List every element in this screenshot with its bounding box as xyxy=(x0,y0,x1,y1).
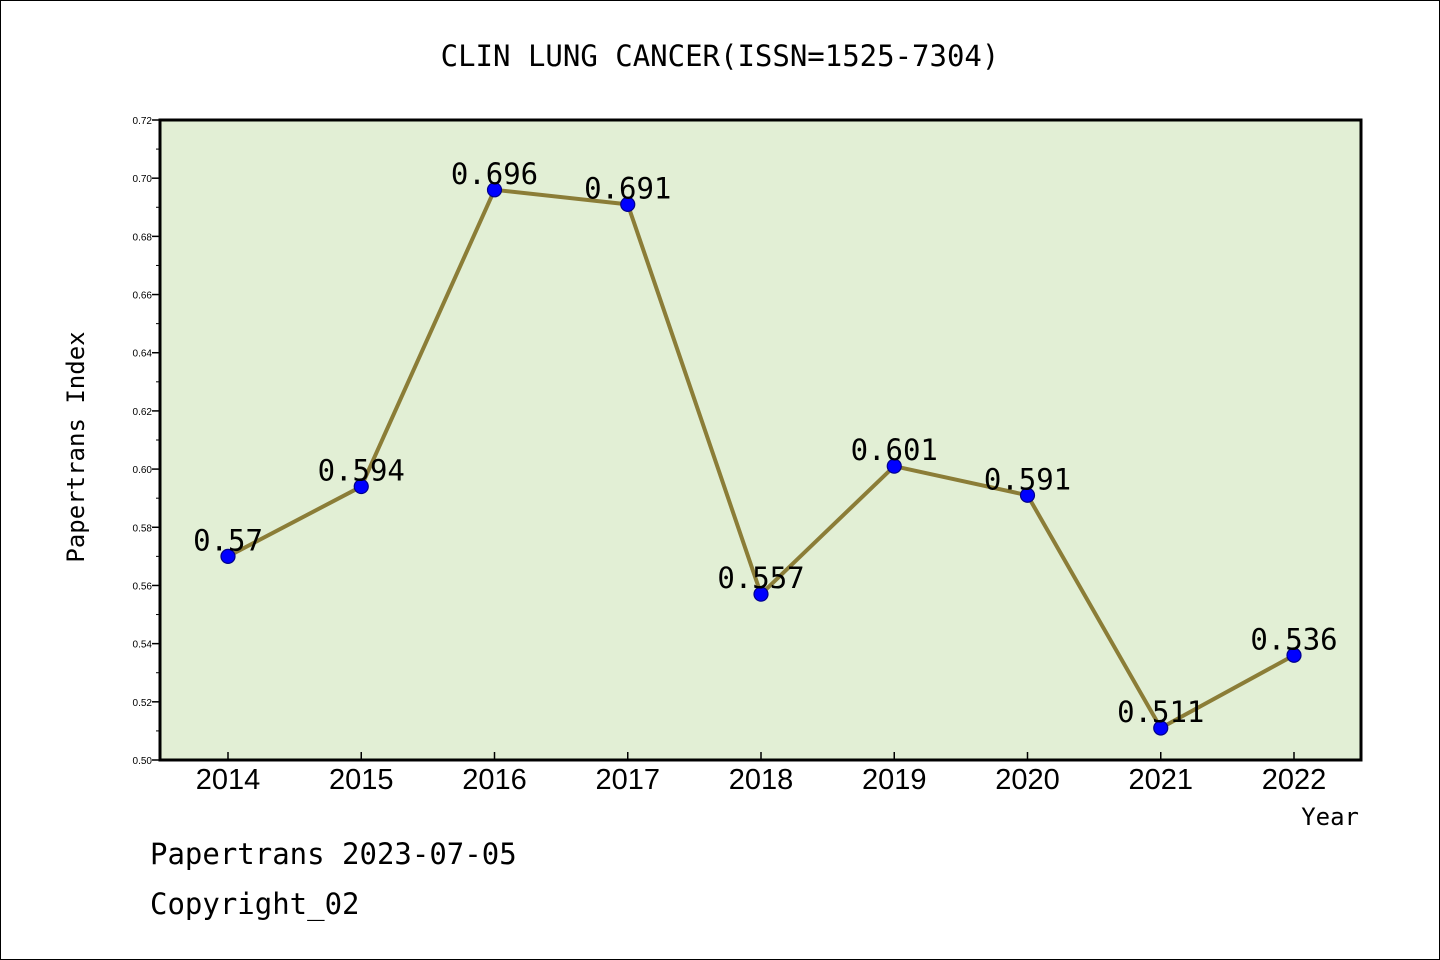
x-tick-label: 2019 xyxy=(862,764,927,796)
data-point xyxy=(486,182,503,198)
data-point xyxy=(353,478,369,495)
x-axis-label: Year xyxy=(1301,803,1359,831)
chart-title: CLIN LUNG CANCER(ISSN=1525-7304) xyxy=(441,39,1000,73)
y-tick-label: 0.58 xyxy=(133,523,153,534)
y-tick-label: 0.64 xyxy=(133,349,153,360)
data-label: 0.557 xyxy=(717,561,804,595)
data-label: 0.601 xyxy=(851,433,938,467)
x-tick-label: 2020 xyxy=(995,764,1060,796)
footer-date: Papertrans 2023-07-05 xyxy=(150,837,517,871)
data-point xyxy=(1286,647,1302,663)
y-tick-label: 0.72 xyxy=(133,116,153,127)
y-tick-label: 0.50 xyxy=(133,756,153,767)
x-tick-label: 2014 xyxy=(196,764,261,796)
y-tick-label: 0.66 xyxy=(133,291,153,302)
x-tick-label: 2021 xyxy=(1128,764,1193,796)
footer-copyright: Copyright_02 xyxy=(150,887,360,922)
data-point xyxy=(886,458,902,474)
x-tick-label: 2018 xyxy=(729,764,794,796)
y-tick-label: 0.52 xyxy=(133,698,153,709)
plot-area xyxy=(160,120,1361,760)
data-labels: 0.57 0.594 0.696 0.691 0.557 0.601 0.591 0.511 0… xyxy=(193,157,1338,729)
x-tick-label: 2016 xyxy=(462,764,527,796)
y-tick-label: 0.54 xyxy=(133,640,153,651)
y-tick-label: 0.60 xyxy=(133,465,153,476)
data-label: 0.691 xyxy=(584,171,671,205)
x-tick-label: 2017 xyxy=(595,764,660,796)
plot-border xyxy=(158,118,1363,762)
data-point xyxy=(620,196,636,212)
data-label: 0.536 xyxy=(1250,622,1337,656)
y-tick-label: 0.62 xyxy=(133,407,153,418)
y-axis-label: Papertrans Index xyxy=(62,331,90,562)
data-point xyxy=(220,548,236,564)
x-tick-label: 2022 xyxy=(1262,764,1327,796)
data-label: 0.57 xyxy=(193,523,263,557)
x-axis-ticks: 2014 2015 2016 2017 2018 2019 2020 2021 2022 xyxy=(196,752,1327,796)
x-tick-label: 2015 xyxy=(329,764,394,796)
data-point xyxy=(753,586,769,602)
y-axis-ticks: 0.50 0.52 0.54 0.56 0.58 0.60 0.62 0.64 0.66 0.68… xyxy=(133,116,160,767)
data-point xyxy=(1019,487,1036,503)
data-label: 0.696 xyxy=(451,157,538,191)
y-tick-label: 0.70 xyxy=(133,174,153,185)
data-label: 0.594 xyxy=(318,454,405,488)
data-label: 0.511 xyxy=(1117,695,1204,729)
data-point xyxy=(1153,720,1169,736)
data-points xyxy=(220,182,1302,736)
y-tick-label: 0.68 xyxy=(133,232,153,243)
data-label: 0.591 xyxy=(984,462,1071,496)
y-tick-label: 0.56 xyxy=(133,581,153,592)
